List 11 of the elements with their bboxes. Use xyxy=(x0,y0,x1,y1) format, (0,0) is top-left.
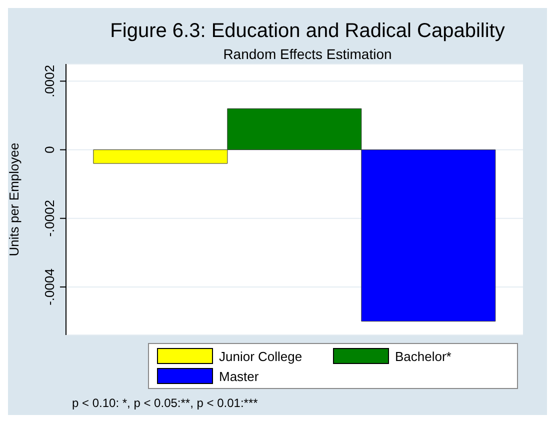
chart-subtitle: Random Effects Estimation xyxy=(222,46,393,62)
y-tick-label: 0 xyxy=(42,146,57,154)
legend-label: Master xyxy=(219,368,259,384)
text: p < 0.10: *, p < 0.05:**, p < 0.01:*** xyxy=(72,396,258,410)
y-axis-title: Units per Employee xyxy=(6,142,22,256)
legend-label: Junior College xyxy=(219,348,302,364)
y-tick-label: -.0004 xyxy=(42,268,57,306)
legend-label: Bachelor* xyxy=(395,348,452,364)
chart-title: Figure 6.3: Education and Radical Capability xyxy=(109,20,506,43)
y-tick-label: .0002 xyxy=(42,64,57,98)
y-tick-label: -.0002 xyxy=(42,200,57,237)
